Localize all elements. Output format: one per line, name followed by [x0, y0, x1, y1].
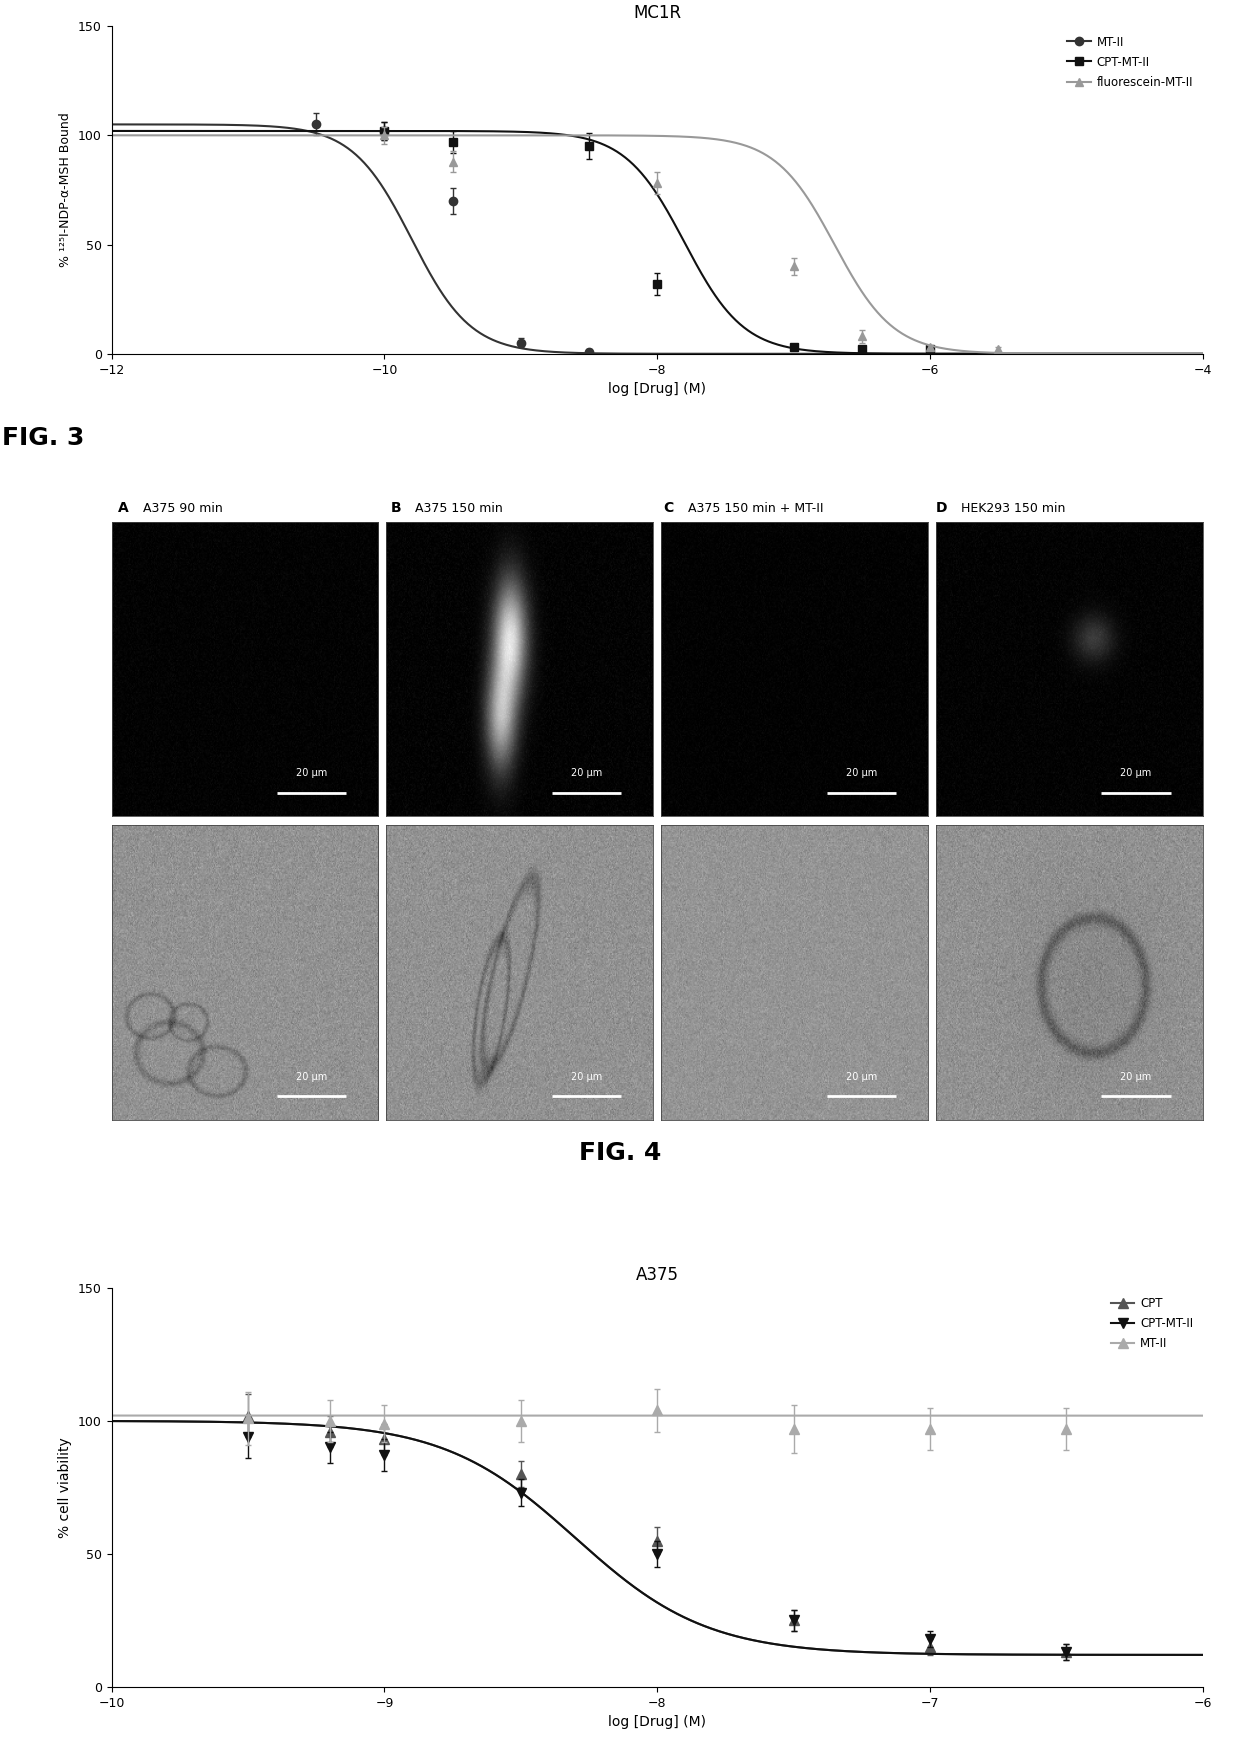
Text: C: C [663, 501, 673, 515]
Text: 20 μm: 20 μm [570, 769, 603, 777]
Text: A375 150 min + MT-II: A375 150 min + MT-II [688, 501, 823, 515]
Text: 20 μm: 20 μm [1121, 1071, 1152, 1082]
Legend: MT-II, CPT-MT-II, fluorescein-MT-II: MT-II, CPT-MT-II, fluorescein-MT-II [1064, 31, 1197, 92]
Y-axis label: % cell viability: % cell viability [58, 1436, 72, 1537]
Y-axis label: % ¹²⁵I-NDP-α-MSH Bound: % ¹²⁵I-NDP-α-MSH Bound [60, 113, 72, 268]
Text: A: A [118, 501, 129, 515]
Text: A375 90 min: A375 90 min [143, 501, 222, 515]
X-axis label: log [Drug] (M): log [Drug] (M) [608, 1715, 707, 1729]
Text: 20 μm: 20 μm [296, 1071, 327, 1082]
Legend: CPT, CPT-MT-II, MT-II: CPT, CPT-MT-II, MT-II [1107, 1294, 1197, 1355]
Text: D: D [936, 501, 947, 515]
Text: FIG. 4: FIG. 4 [579, 1141, 661, 1165]
Title: MC1R: MC1R [634, 3, 681, 23]
Text: 20 μm: 20 μm [846, 1071, 877, 1082]
Text: FIG. 3: FIG. 3 [2, 426, 84, 450]
Text: B: B [391, 501, 402, 515]
Text: 20 μm: 20 μm [570, 1071, 603, 1082]
Title: A375: A375 [636, 1266, 678, 1283]
Text: HEK293 150 min: HEK293 150 min [961, 501, 1065, 515]
Text: A375 150 min: A375 150 min [415, 501, 503, 515]
Text: 20 μm: 20 μm [296, 769, 327, 777]
X-axis label: log [Drug] (M): log [Drug] (M) [608, 383, 707, 396]
Text: 20 μm: 20 μm [1121, 769, 1152, 777]
Text: 20 μm: 20 μm [846, 769, 877, 777]
